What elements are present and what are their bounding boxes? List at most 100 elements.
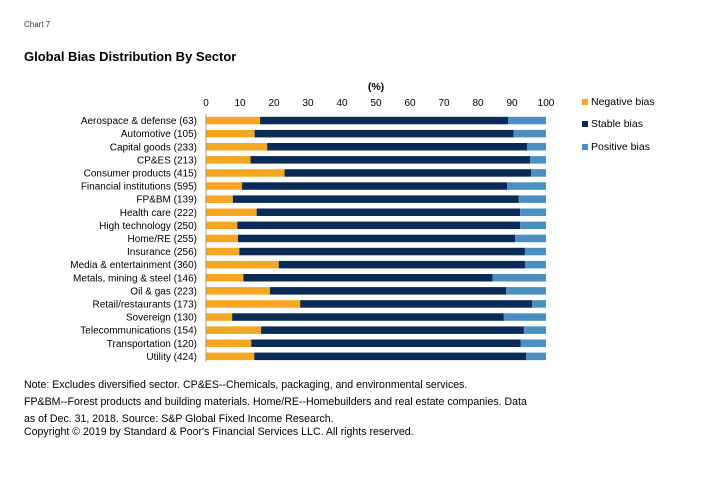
- bar-segment-positive: [531, 169, 546, 177]
- legend-item-stable: Stable bias: [582, 118, 655, 130]
- x-tick-label: 10: [234, 98, 246, 109]
- category-label: Oil & gas (223): [130, 286, 197, 297]
- bar-segment-positive: [520, 208, 546, 216]
- legend-swatch-stable: [582, 121, 588, 127]
- bar-segment-positive: [525, 260, 546, 269]
- bar-segment-negative: [206, 326, 262, 334]
- bar-segment-negative: [206, 352, 255, 361]
- category-label: FP&BM (139): [136, 195, 197, 206]
- legend: Negative bias Stable bias Positive bias: [582, 96, 655, 164]
- x-tick-labels: 0 10 20 30 40 50 60 70 80 90 100: [203, 98, 555, 109]
- x-axis-label: (%): [368, 81, 384, 93]
- bar-segment-negative: [206, 195, 233, 203]
- bar-segment-stable: [254, 129, 514, 138]
- category-label: Insurance (256): [127, 247, 197, 258]
- bar-segment-negative: [206, 313, 233, 321]
- category-label: High technology (250): [99, 221, 197, 232]
- bar-segment-stable: [237, 234, 516, 243]
- bar-segment-negative: [206, 274, 244, 282]
- bar-segment-stable: [242, 182, 508, 190]
- chart-title: Global Bias Distribution By Sector: [24, 49, 237, 64]
- x-tick-label: 80: [472, 98, 484, 109]
- bar-segment-positive: [506, 287, 546, 295]
- category-label: Automotive (105): [121, 129, 197, 140]
- x-tick-label: 60: [404, 98, 416, 109]
- copyright: Copyright © 2019 by Standard & Poor's Fi…: [24, 426, 414, 438]
- bar-segment-stable: [278, 260, 526, 269]
- bar-segment-positive: [520, 221, 546, 230]
- bar-segment-negative: [206, 287, 270, 295]
- bar-segment-stable: [300, 300, 533, 308]
- category-label: Aerospace & defense (63): [81, 116, 197, 127]
- category-label: Home/RE (255): [128, 234, 197, 245]
- legend-item-negative: Negative bias: [582, 95, 655, 108]
- bar-segment-stable: [243, 274, 493, 282]
- x-tick-label: 50: [370, 98, 382, 109]
- category-label: CP&ES (213): [137, 155, 197, 166]
- bar-segment-positive: [503, 313, 546, 321]
- bar-segment-negative: [206, 260, 279, 269]
- category-label: Capital goods (233): [110, 142, 197, 153]
- category-label: Utility (424): [146, 352, 197, 363]
- bar-segment-negative: [206, 169, 285, 177]
- bar-segment-negative: [206, 208, 257, 216]
- category-label: Sovereign (130): [126, 313, 197, 324]
- bar-segment-positive: [492, 274, 546, 282]
- legend-swatch-positive: [582, 143, 588, 150]
- bar-segment-negative: [206, 116, 261, 125]
- bar-segment-positive: [518, 195, 546, 203]
- legend-item-positive: Positive bias: [582, 140, 655, 153]
- bar-segment-positive: [523, 326, 546, 334]
- category-label: Media & entertainment (360): [70, 260, 197, 271]
- legend-label-negative: Negative bias: [591, 95, 655, 108]
- bar-segment-positive: [507, 182, 546, 190]
- note-line-1: Note: Excludes diversified sector. CP&ES…: [24, 379, 468, 391]
- bar-segment-positive: [530, 156, 546, 164]
- category-label: Retail/restaurants (173): [93, 299, 198, 310]
- bars: [206, 116, 546, 361]
- legend-label-positive: Positive bias: [591, 140, 650, 153]
- bar-segment-stable: [260, 116, 509, 125]
- category-label: Health care (222): [120, 208, 197, 219]
- bar-segment-positive: [520, 339, 546, 347]
- bar-segment-stable: [237, 221, 521, 230]
- bar-segment-stable: [251, 339, 521, 347]
- bar-segment-stable: [250, 156, 531, 164]
- legend-swatch-negative: [582, 98, 588, 105]
- bar-segment-negative: [206, 156, 251, 164]
- chart-label: Chart 7: [24, 20, 51, 29]
- bar-segment-positive: [515, 234, 546, 243]
- bar-segment-stable: [284, 169, 532, 177]
- x-tick-label: 70: [438, 98, 450, 109]
- category-label: Consumer products (415): [84, 168, 197, 179]
- bar-segment-stable: [256, 208, 521, 216]
- bar-segment-stable: [269, 287, 507, 295]
- bar-segment-positive: [513, 129, 546, 138]
- bar-segment-positive: [532, 300, 546, 308]
- note-line-3: as of Dec. 31, 2018. Source: S&P Global …: [24, 413, 334, 425]
- bar-segment-positive: [524, 247, 546, 256]
- category-label: Transportation (120): [107, 339, 197, 350]
- legend-label-stable: Stable bias: [591, 118, 643, 130]
- x-tick-label: 100: [538, 98, 555, 109]
- x-tick-label: 40: [336, 98, 348, 109]
- bias-chart: (%) 0 10 20 30 40 50 60 70 80 90 100 Aerospace & d…: [70, 81, 555, 363]
- category-label: Metals, mining & steel (146): [73, 273, 197, 284]
- bar-segment-positive: [526, 143, 546, 151]
- bar-segment-negative: [206, 300, 301, 308]
- bar-segment-negative: [206, 234, 238, 243]
- category-label: Financial institutions (595): [81, 182, 197, 193]
- category-label: Telecommunications (154): [80, 326, 197, 337]
- category-labels: Aerospace & defense (63) Automotive (105)…: [70, 116, 197, 363]
- x-tick-label: 30: [302, 98, 314, 109]
- bar-segment-stable: [261, 326, 524, 334]
- note-line-2: FP&BM--Forest products and building mate…: [24, 396, 527, 408]
- bar-segment-negative: [206, 143, 268, 151]
- bar-segment-positive: [526, 352, 546, 361]
- x-tick-label: 0: [203, 98, 209, 109]
- bar-segment-negative: [206, 129, 255, 138]
- bar-segment-stable: [232, 313, 504, 321]
- bar-segment-negative: [206, 221, 238, 230]
- bar-segment-negative: [206, 182, 243, 190]
- bar-segment-stable: [254, 352, 527, 361]
